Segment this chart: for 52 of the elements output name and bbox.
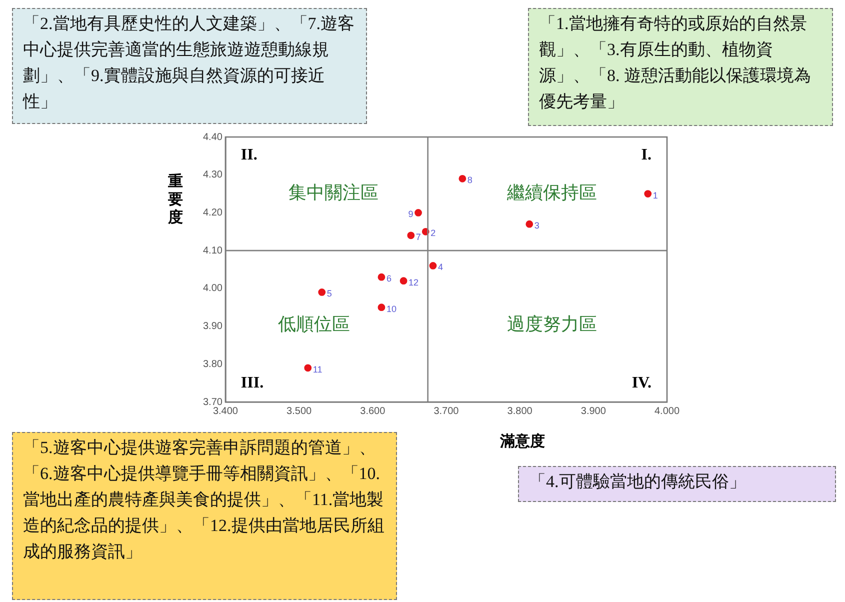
annotation: 6 xyxy=(386,274,392,284)
point xyxy=(644,190,652,198)
annotation: 10 xyxy=(386,304,396,314)
annotation: 8 xyxy=(467,175,472,186)
x-axis-title: 滿意度 xyxy=(500,432,545,451)
annotation: 7 xyxy=(416,232,421,242)
y-tick-label: 3.70 xyxy=(202,396,223,408)
annotation: IV. xyxy=(632,374,652,392)
point xyxy=(526,220,534,228)
annotation: 繼續保持區 xyxy=(506,182,598,203)
y-tick-label: 4.30 xyxy=(202,170,223,181)
y-axis-title: 重要度 xyxy=(168,172,184,226)
y-tick-label: 4.00 xyxy=(202,283,223,294)
annotation: II. xyxy=(240,146,258,164)
point xyxy=(429,262,437,270)
point xyxy=(378,304,386,312)
text: 「5.遊客中心提供遊客完善申訴問題的管道」、「6.遊客中心提供導覽手冊等相關資訊」、「10.當地出產的農特產與美食的提供」、「11.當地製造的紀念品的提供」、「12.提供由當地居民所組成的服務資訊」 xyxy=(12,432,397,600)
annotation: 3 xyxy=(534,220,540,231)
y-tick-label: 3.80 xyxy=(202,358,223,370)
annotation: 9 xyxy=(408,209,414,220)
y-tick-label: 4.40 xyxy=(202,132,223,143)
x-tick-label: 3.800 xyxy=(507,406,533,417)
annotation: 集中關注區 xyxy=(288,182,379,203)
annotation: 過度努力區 xyxy=(507,314,598,334)
point xyxy=(318,288,326,296)
annotation: 4 xyxy=(438,262,443,272)
annotation: 5 xyxy=(326,288,332,299)
x-tick-label: 3.400 xyxy=(212,406,238,417)
text: 「2.當地有具歷史性的人文建築」、「7.遊客中心提供完善適當的生態旅遊遊憩動線規劃」、「9.實體設施與自然資源的可接近性」 xyxy=(12,8,367,124)
point xyxy=(407,232,415,240)
point xyxy=(400,277,408,285)
annotation: 11 xyxy=(312,364,322,374)
x-tick-label: 3.700 xyxy=(434,406,460,417)
point xyxy=(414,209,422,216)
annotation: III. xyxy=(240,374,264,392)
x-tick-label: 3.600 xyxy=(360,406,386,417)
annotation: 12 xyxy=(408,277,419,288)
annotation: 低順位區 xyxy=(278,314,350,334)
y-tick-label: 4.20 xyxy=(202,207,223,218)
point xyxy=(378,273,386,281)
y-tick-label: 4.10 xyxy=(202,245,223,256)
point xyxy=(304,364,312,372)
text: 「4.可體驗當地的傳統民俗」 xyxy=(518,466,836,502)
x-tick-label: 4.000 xyxy=(654,406,680,417)
annotation: 1 xyxy=(652,190,658,200)
y-tick-label: 3.90 xyxy=(202,321,223,332)
x-tick-label: 3.500 xyxy=(286,406,312,417)
annotation: I. xyxy=(641,146,652,164)
annotation: 2 xyxy=(430,228,436,238)
point xyxy=(458,174,466,182)
text: 「1.當地擁有奇特的或原始的自然景觀」、「3.有原生的動、植物資源」、「8. 遊憩活動能以保護環境為優先考量」 xyxy=(528,8,833,126)
x-tick-label: 3.900 xyxy=(580,406,606,417)
